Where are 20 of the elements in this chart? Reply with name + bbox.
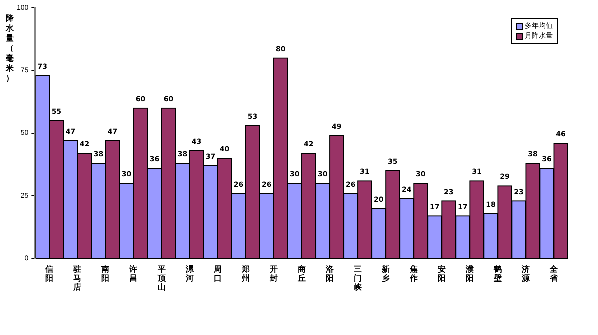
x-tick-label: 信阳 [44,265,54,284]
x-tick-label: 驻马店 [72,265,82,292]
x-tick-label: 全省 [548,265,559,284]
x-tick-label: 开封 [268,265,278,284]
x-tick-label: 郑州 [240,265,250,284]
x-tick-label: 济源 [520,264,531,284]
x-tick-label: 周口 [212,265,222,284]
y-axis-title: 降水量（毫米） [5,14,15,84]
x-tick-label: 新乡 [380,264,390,284]
x-tick-label: 濮阳 [464,265,474,284]
x-tick-label: 漯河 [184,265,195,284]
x-tick-label: 南阳 [100,265,110,284]
x-tick-label: 三门峡 [354,265,363,292]
x-tick-label: 安阳 [438,264,446,284]
x-tick-label: 商丘 [296,264,306,284]
x-tick-label: 鹤壁 [492,265,502,284]
x-tick-label: 焦作 [408,265,418,284]
x-tick-label: 平顶山 [156,265,167,292]
x-tick-label: 许昌 [128,265,138,284]
x-tick-label: 洛阳 [324,265,335,284]
